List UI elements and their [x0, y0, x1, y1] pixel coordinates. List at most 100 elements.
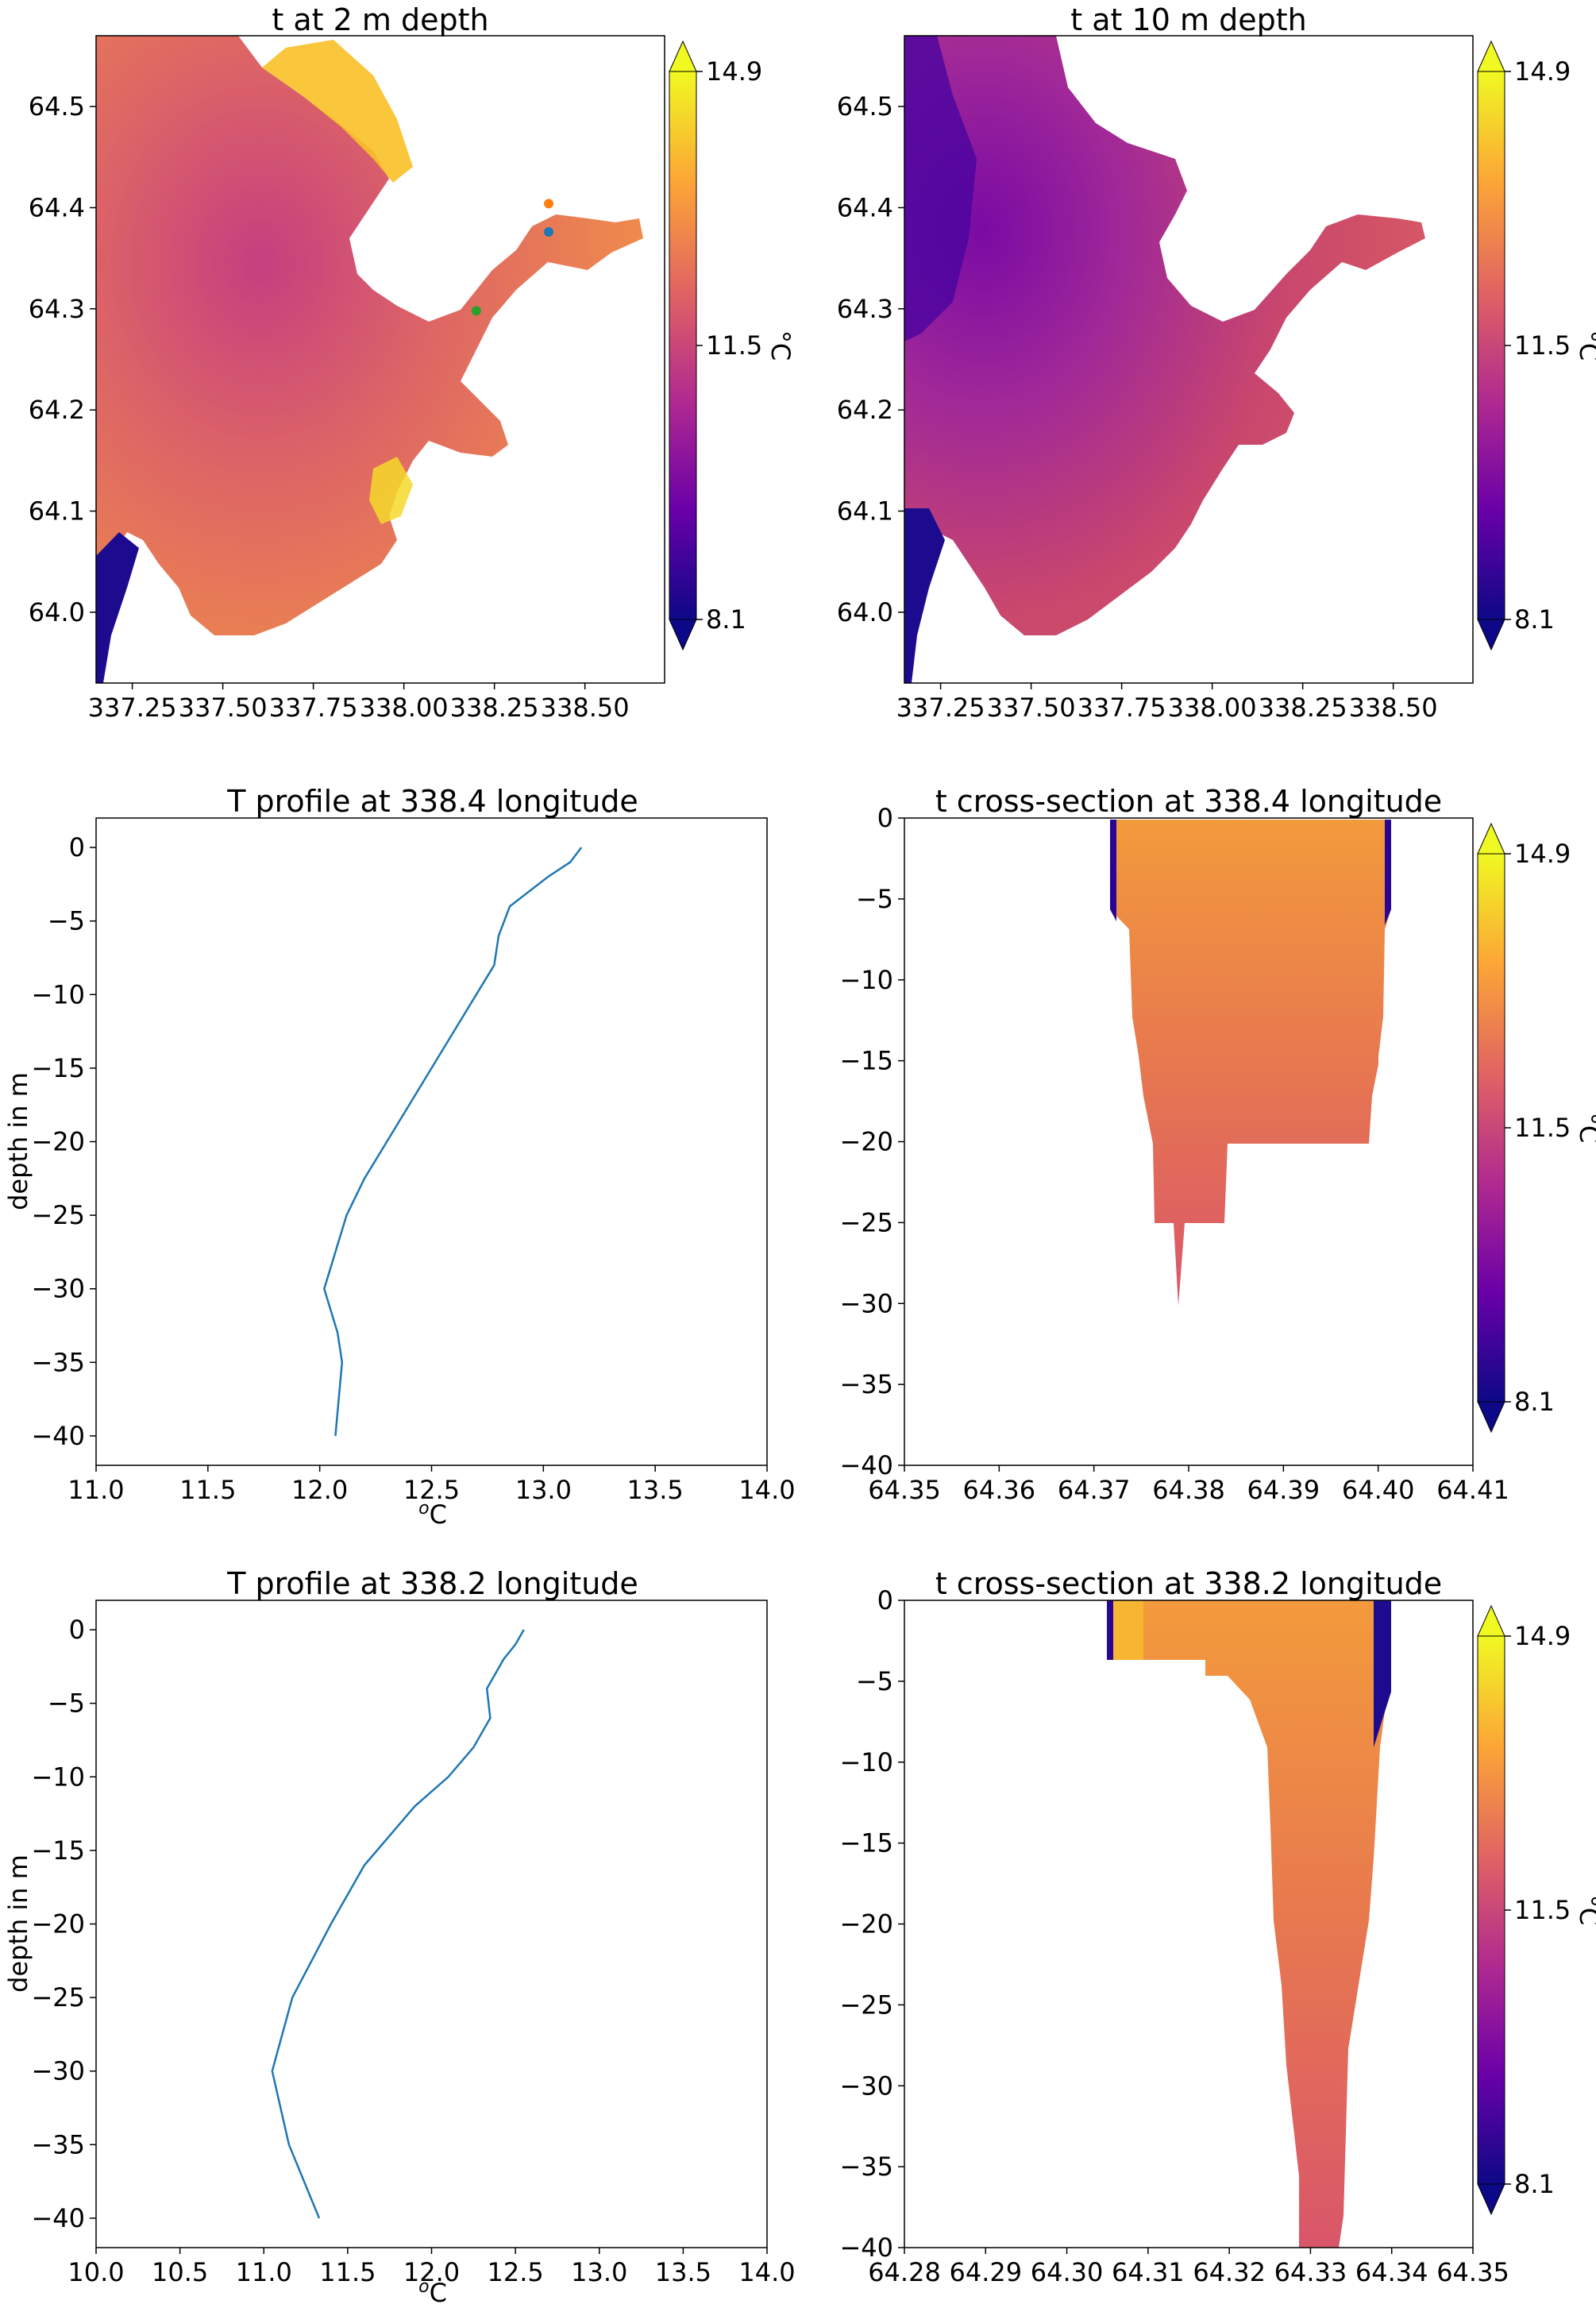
x-tick-label: 14.0 [738, 1475, 795, 1505]
y-tick-label: 64.5 [837, 91, 893, 122]
y-tick-label: −30 [31, 1274, 85, 1304]
profile-338-4-line [322, 847, 583, 1437]
y-tick-label: −40 [839, 2233, 893, 2263]
y-tick-label: −10 [839, 1747, 893, 1777]
profile-338-4-panel: T profile at 338.4 longitude 11.0 11.5 12.… [3, 784, 796, 1530]
xsection-338-2-panel: t cross-section at 338.2 longitude 64.28… [839, 1566, 1509, 2287]
x-tick-label: 64.29 [949, 2257, 1022, 2287]
colorbar-tick-label: 11.5 [706, 330, 762, 361]
profile-338-2-axes [95, 1600, 768, 2248]
xsection-338-4-cold-edge-left [1110, 820, 1116, 921]
colorbar-body [669, 71, 697, 620]
x-tick-label: 338.50 [541, 693, 630, 723]
y-tick-label: 64.1 [837, 496, 893, 527]
colorbar-min-arrow [1477, 619, 1505, 651]
profile-338-2-line [271, 1629, 525, 2219]
y-tick-label: 0 [69, 832, 85, 863]
x-tick-label: 13.5 [655, 2257, 711, 2287]
y-tick-label: 64.4 [837, 192, 893, 222]
profile-338-4-title: T profile at 338.4 longitude [226, 784, 638, 819]
y-tick-label: 64.5 [29, 91, 85, 122]
y-tick-label: 0 [69, 1615, 85, 1645]
x-tick-label: 10.0 [67, 2257, 124, 2287]
y-tick-label: −10 [31, 979, 85, 1009]
y-tick-label: −15 [839, 1046, 893, 1076]
map-10m-cold-west [904, 36, 977, 342]
y-tick-label: −10 [839, 965, 893, 995]
map-2m-sea-field [96, 36, 643, 683]
colorbar-unit-label: °C [1574, 1113, 1596, 1143]
y-tick-label: −25 [839, 1207, 893, 1237]
profile-338-2-panel: T profile at 338.2 longitude 10.0 10.5 11.… [3, 1566, 796, 2304]
map-10m-panel: t at 10 m depth 337.25 337.50 337.75 338.00… [837, 2, 1474, 723]
y-tick-label: 64.3 [29, 294, 85, 324]
x-tick-label: 12.0 [291, 1475, 348, 1505]
x-tick-label: 11.5 [179, 1475, 236, 1505]
x-tick-label: 11.0 [67, 1475, 124, 1505]
colorbar-unit-label: °C [1574, 330, 1596, 361]
x-tick-label: 338.25 [450, 693, 539, 723]
map-10m-cold-south [904, 508, 945, 683]
x-tick-label: 337.75 [269, 693, 358, 723]
y-tick-label: −40 [31, 2203, 85, 2233]
y-tick-label: −20 [31, 1127, 85, 1157]
y-tick-label: −35 [31, 2129, 85, 2159]
colorbar-min-arrow [1477, 2183, 1505, 2216]
map-2m-title: t at 2 m depth [272, 2, 488, 37]
y-tick-label: −5 [48, 1688, 85, 1719]
x-tick-label: 10.5 [152, 2257, 208, 2287]
map-10m-title: t at 10 m depth [1070, 2, 1306, 37]
colorbar-tick-label: 8.1 [1514, 604, 1555, 635]
map-2m-warm-shelf [262, 40, 413, 183]
map-2m-ticks: 337.25 337.50 337.75 338.00 338.25 338.50 64.0… [29, 91, 630, 723]
xsection-338-4-field [1110, 820, 1391, 1306]
x-tick-label: 64.33 [1274, 2257, 1347, 2287]
xsection-338-2-cold-edge-left [1107, 1600, 1113, 1660]
x-tick-label: 64.38 [1152, 1475, 1225, 1505]
y-tick-label: −15 [31, 1053, 85, 1083]
colorbar-body [1477, 1635, 1505, 2185]
y-tick-label: −15 [839, 1828, 893, 1858]
x-tick-label: 338.25 [1259, 693, 1347, 723]
xsection-338-4-ticks: 64.35 64.36 64.37 64.38 64.39 64.40 64.41 0 −5 −1… [839, 803, 1509, 1505]
y-tick-label: −5 [48, 906, 85, 936]
colorbar-unit-label: °C [1574, 1895, 1596, 1925]
map-2m-panel: t at 2 m depth 337.25 337.50 337.75 338.00 3… [29, 2, 665, 723]
y-tick-label: −40 [31, 1421, 85, 1451]
y-tick-label: −35 [839, 2152, 893, 2182]
xsection-338-2-title: t cross-section at 338.2 longitude [935, 1566, 1442, 1601]
x-tick-label: 338.50 [1349, 693, 1438, 723]
x-tick-label: 11.0 [236, 2257, 292, 2287]
y-tick-label: 64.1 [29, 496, 85, 527]
map-2m-station-markers [471, 199, 554, 316]
colorbar-body [1477, 71, 1505, 620]
y-tick-label: −25 [31, 1200, 85, 1230]
profile-338-4-xlabel: oC [418, 1499, 447, 1530]
colorbar-max-arrow [1477, 822, 1505, 855]
y-tick-label: −20 [839, 1909, 893, 1939]
profile-338-4-ticks: 11.0 11.5 12.0 12.5 13.0 13.5 14.0 0 −5 −10 −15 −20… [31, 832, 795, 1505]
station-marker [544, 227, 554, 237]
xsection-338-4-cold-edge-right [1385, 820, 1391, 925]
map-2m-warm-bay [369, 457, 413, 524]
y-tick-label: 64.0 [29, 597, 85, 627]
colorbar-tick-label: 14.9 [1514, 839, 1571, 869]
xsection-338-4-panel: t cross-section at 338.4 longitude 64.35… [839, 784, 1509, 1505]
profile-338-2-ticks: 10.0 10.5 11.0 11.5 12.0 12.5 13.0 13.5 14.0 0 −5 −… [31, 1615, 795, 2287]
xsection-338-4-title: t cross-section at 338.4 longitude [935, 784, 1442, 819]
y-tick-label: −25 [31, 1982, 85, 2013]
x-tick-label: 12.5 [488, 2257, 544, 2287]
y-tick-label: −10 [31, 1762, 85, 1792]
y-tick-label: −30 [839, 2071, 893, 2101]
x-tick-label: 64.35 [868, 1475, 941, 1505]
profile-338-2-title: T profile at 338.2 longitude [226, 1566, 638, 1601]
xsection-338-2-cold-edge-right [1374, 1600, 1391, 1747]
y-tick-label: 64.2 [837, 395, 893, 425]
colorbars: 14.911.58.1°C14.911.58.1°C14.911.58.1°C1… [669, 40, 1596, 2216]
y-tick-label: −5 [856, 1666, 893, 1696]
y-tick-label: 0 [877, 1585, 893, 1615]
x-tick-label: 12.5 [403, 1475, 460, 1505]
profile-338-4-ylabel: depth in m [3, 1072, 33, 1210]
colorbar-tick-label: 8.1 [706, 604, 746, 635]
map-2m-cold-south [96, 532, 139, 683]
